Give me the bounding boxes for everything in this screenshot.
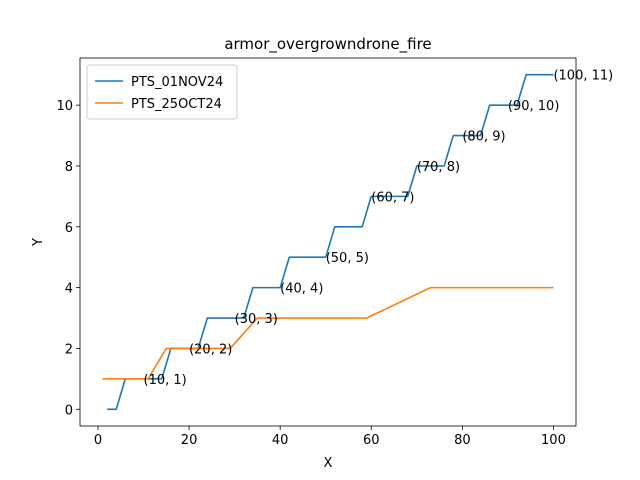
- chart-title: armor_overgrowndrone_fire: [224, 35, 431, 54]
- point-annotation: (100, 11): [553, 69, 613, 84]
- x-axis-label: X: [324, 456, 333, 471]
- y-tick-label: 0: [65, 403, 73, 418]
- legend-label: PTS_01NOV24: [131, 75, 223, 90]
- plot-area: [79, 57, 577, 427]
- point-annotation: (10, 1): [144, 373, 187, 388]
- point-annotation: (90, 10): [508, 99, 560, 114]
- legend-label: PTS_25OCT24: [131, 97, 222, 112]
- legend-box: [86, 64, 238, 120]
- point-annotation: (50, 5): [326, 251, 369, 266]
- series-line-pts-25oct24: [102, 286, 554, 380]
- y-axis: 0 2 4 6 8 10: [56, 99, 80, 418]
- annotations: (10, 1) (20, 2)(30, 3)(40, 4) (50, 5) (60, …: [144, 69, 614, 388]
- y-tick-label: 6: [65, 221, 73, 236]
- point-annotation: (20, 2): [189, 342, 232, 357]
- x-tick-label: 60: [363, 433, 380, 448]
- y-axis-label: Y: [31, 238, 46, 247]
- point-annotation: (80, 9): [462, 130, 505, 145]
- point-annotation: (60, 7): [371, 190, 414, 205]
- y-tick-label: 2: [65, 342, 73, 357]
- x-tick-label: 80: [454, 433, 471, 448]
- point-annotation: (70, 8): [417, 160, 460, 175]
- x-tick-label: 0: [94, 433, 102, 448]
- point-annotation: (40, 4): [280, 282, 323, 297]
- x-tick-label: 100: [541, 433, 566, 448]
- y-tick-label: 8: [65, 160, 73, 175]
- x-axis: 0 20 40 60 80 100: [94, 426, 566, 448]
- plot-frame: [79, 57, 577, 427]
- x-tick-label: 20: [181, 433, 198, 448]
- series-layer: [102, 73, 554, 411]
- legend: PTS_01NOV24 PTS_25OCT24: [86, 64, 238, 120]
- y-tick-label: 4: [65, 282, 73, 297]
- point-annotation: (30, 3): [235, 312, 278, 327]
- x-tick-label: 40: [272, 433, 289, 448]
- y-tick-label: 10: [56, 99, 73, 114]
